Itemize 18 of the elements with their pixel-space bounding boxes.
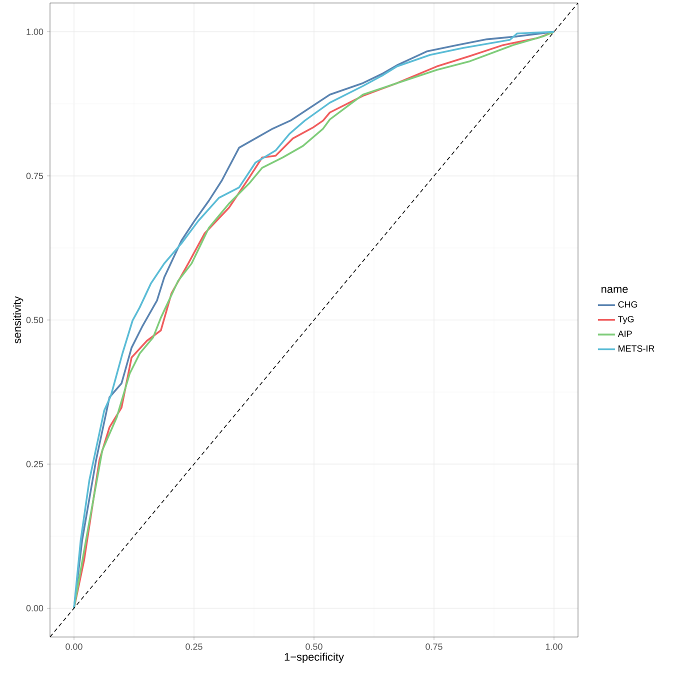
x-tick-label: 1.00 [546, 644, 562, 650]
y-tick-label: 1.00 [26, 28, 44, 35]
x-tick-label: 0.50 [306, 644, 322, 650]
y-axis-title: sensitivity [12, 296, 24, 344]
legend-label: AIP [618, 330, 632, 337]
y-tick-label: 0.25 [26, 460, 44, 468]
y-tick-label: 0.00 [26, 605, 44, 612]
y-tick-label: 0.75 [26, 172, 44, 180]
line-series [73, 30, 555, 610]
legend-label: METS-IR [618, 345, 654, 352]
legend-label: TyG [618, 316, 634, 324]
x-tick-label: 0.25 [186, 644, 202, 650]
y-tick-label: 0.50 [26, 316, 44, 324]
legend-title: name [602, 286, 628, 293]
x-tick-label: 0.75 [426, 644, 442, 650]
x-tick-label: 0.00 [66, 644, 82, 650]
legend-label: CHG [618, 301, 638, 308]
x-axis-title: 1−specificity [284, 652, 344, 663]
